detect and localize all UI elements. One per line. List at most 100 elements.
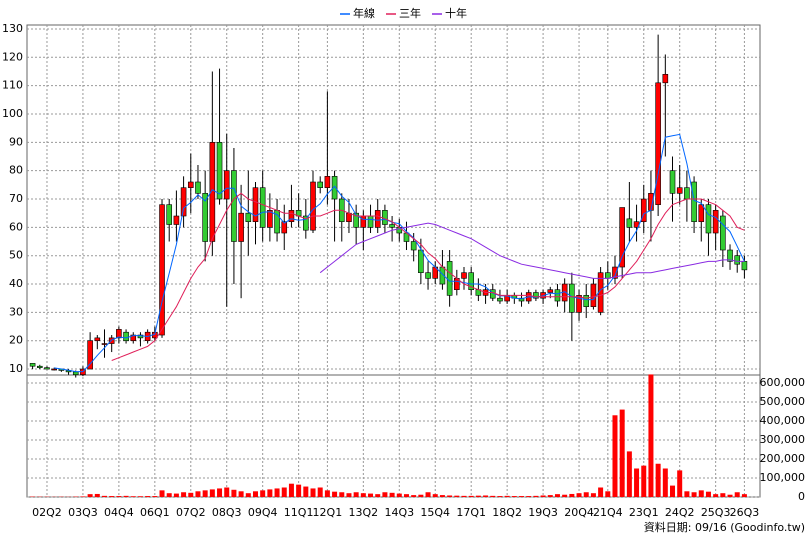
- volume-bar: [533, 495, 539, 497]
- volume-bar: [698, 490, 704, 497]
- candle-body: [720, 215, 726, 251]
- legend-label: 十年: [445, 6, 467, 20]
- candle-body: [187, 181, 194, 188]
- volume-bar: [202, 490, 208, 497]
- volume-bar: [195, 491, 201, 497]
- volume-bar: [375, 494, 381, 497]
- volume-bar: [109, 496, 115, 497]
- volume-bar: [288, 483, 294, 497]
- volume-bar: [188, 492, 194, 497]
- volume-bar: [562, 494, 568, 497]
- y2-tick-label: 100,000: [760, 471, 806, 484]
- x-tick-label: 02Q2: [32, 506, 62, 519]
- y-tick-label: 30: [9, 305, 23, 318]
- candle-body: [367, 215, 374, 228]
- y2-tick-label: 400,000: [760, 414, 806, 427]
- volume-bar: [368, 493, 374, 497]
- candle-body: [389, 224, 395, 228]
- ma-line: [319, 222, 745, 279]
- candle-body: [425, 272, 431, 279]
- candle-body: [676, 187, 683, 194]
- volume-bar: [511, 496, 517, 497]
- volume-bar: [554, 494, 560, 497]
- volume-bar: [245, 493, 251, 497]
- candle-body: [173, 215, 180, 225]
- volume-bar: [94, 493, 100, 497]
- volume-bar: [461, 495, 467, 497]
- volume-bar: [670, 485, 676, 497]
- candle-body: [245, 212, 252, 222]
- candle-body: [576, 295, 582, 313]
- volume-bar: [360, 493, 366, 497]
- legend-label: 三年: [399, 6, 421, 20]
- volume-bar: [317, 487, 323, 497]
- candle-body: [101, 343, 108, 345]
- volume-bar: [137, 496, 143, 497]
- candle-body: [346, 212, 352, 222]
- x-tick-label: 25Q3: [701, 506, 731, 519]
- y-tick-label: 130: [2, 22, 23, 35]
- candle-body: [310, 181, 316, 231]
- volume-bar: [217, 488, 223, 497]
- volume-bar: [612, 415, 618, 497]
- candle-body: [87, 340, 93, 370]
- candle-body: [159, 204, 165, 336]
- candle-body: [734, 255, 741, 265]
- candle-body: [612, 266, 618, 279]
- candle-body: [281, 221, 288, 234]
- volume-bar: [332, 491, 338, 497]
- candle-body: [684, 187, 690, 200]
- volume-bar: [468, 495, 474, 497]
- candle-body: [353, 212, 359, 228]
- y-tick-label: 90: [9, 135, 23, 148]
- volume-bar: [540, 495, 546, 497]
- volume-bar: [339, 492, 345, 497]
- candle-body: [259, 187, 266, 228]
- candle-body: [202, 193, 208, 242]
- candle-body: [583, 295, 590, 308]
- volume-bar: [310, 488, 316, 497]
- volume-bar: [590, 493, 596, 497]
- volume-bar: [684, 491, 690, 497]
- x-tick-label: 03Q3: [68, 506, 98, 519]
- candle-body: [547, 289, 554, 293]
- volume-bar: [569, 493, 575, 497]
- volume-bar: [504, 495, 510, 497]
- candle-body: [238, 212, 244, 242]
- y-tick-label: 50: [9, 249, 23, 262]
- y-tick-label: 80: [9, 164, 23, 177]
- volume-bar: [741, 494, 747, 497]
- x-tick-label: 24Q2: [665, 506, 695, 519]
- volume-bar: [396, 493, 402, 497]
- volume-bar: [691, 492, 697, 497]
- candle-body: [655, 82, 661, 205]
- candle-body: [518, 297, 525, 302]
- candle-body: [446, 261, 453, 296]
- volume-bar: [353, 492, 359, 497]
- volume-bar: [425, 492, 431, 497]
- plot-frame: [26, 24, 761, 498]
- volume-bar: [173, 493, 179, 497]
- candle-body: [669, 170, 676, 194]
- x-tick-label: 18Q2: [492, 506, 522, 519]
- x-tick-label: 26Q3: [730, 506, 760, 519]
- candle-body: [741, 261, 748, 271]
- volume-bar: [123, 495, 129, 497]
- candle-body: [410, 241, 417, 251]
- x-tick-label: 12Q1: [313, 506, 343, 519]
- volume-bar: [152, 496, 158, 497]
- candle-body: [360, 215, 367, 228]
- candle-body: [116, 329, 122, 339]
- volume-bar: [403, 494, 409, 497]
- volume-bar: [267, 489, 273, 497]
- y2-tick-label: 300,000: [760, 433, 806, 446]
- candle-body: [418, 249, 424, 273]
- candle-body: [209, 142, 216, 242]
- x-tick-label: 08Q3: [212, 506, 242, 519]
- candle-body: [180, 187, 187, 217]
- volume-bar: [727, 494, 733, 497]
- volume-bar: [224, 487, 230, 497]
- candle-body: [231, 170, 237, 242]
- volume-bar: [411, 495, 417, 497]
- volume-bar: [274, 488, 280, 497]
